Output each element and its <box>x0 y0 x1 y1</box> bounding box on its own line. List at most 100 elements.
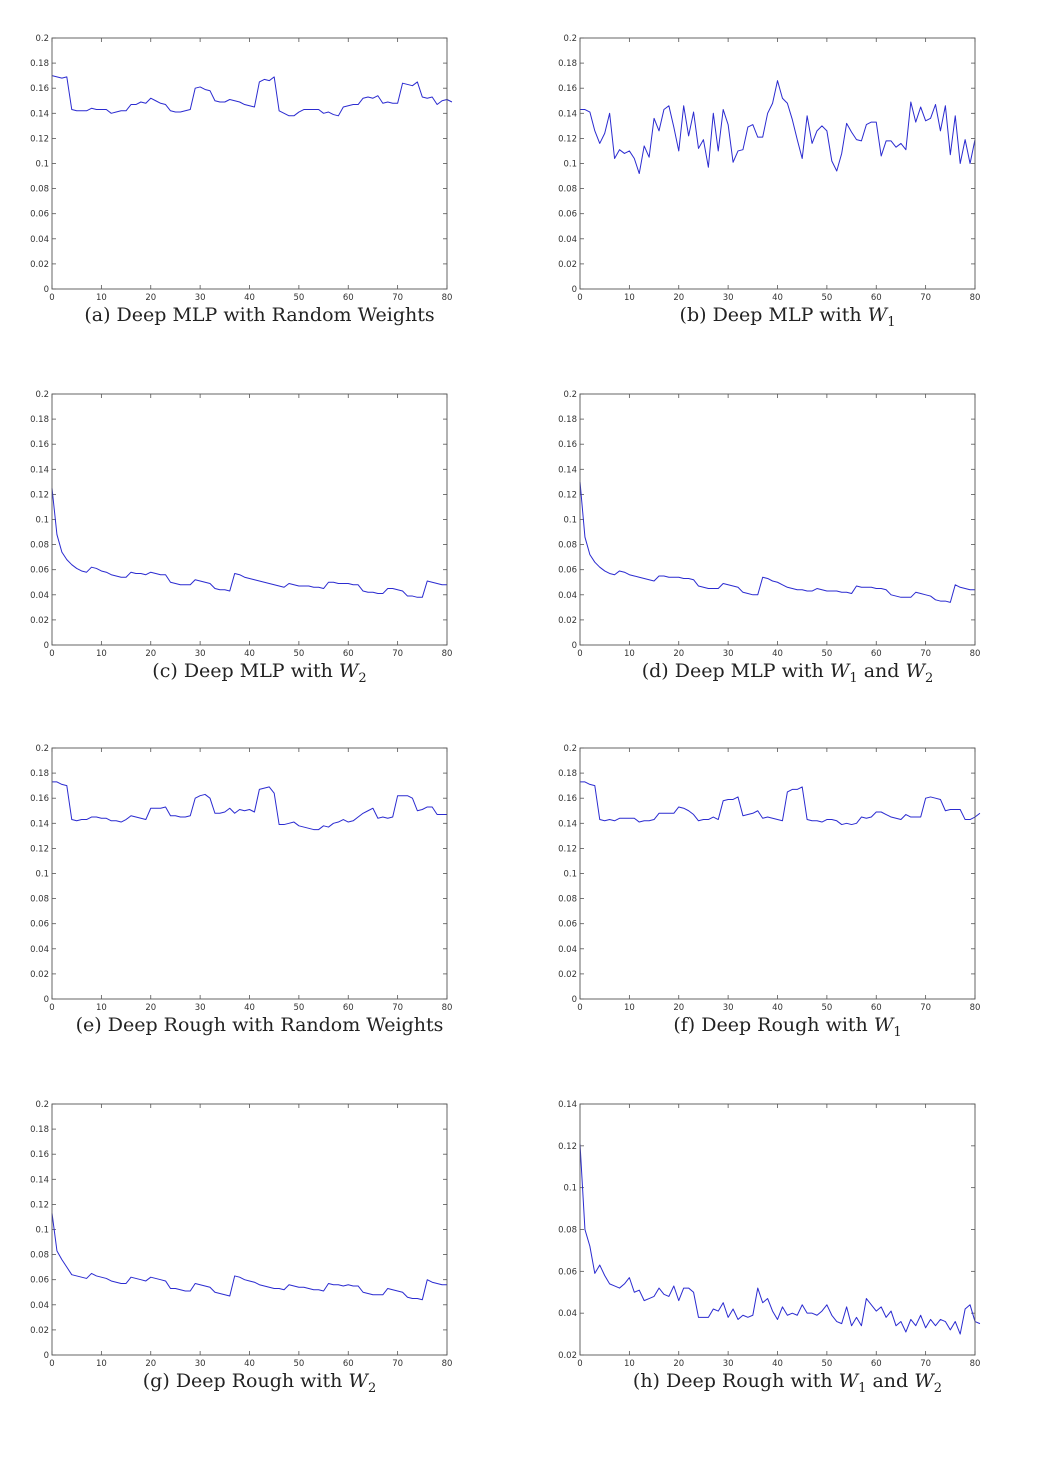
x-tick-label: 20 <box>673 1359 684 1369</box>
panel-caption: (b) Deep MLP with W1 <box>528 304 1039 330</box>
x-tick-label: 50 <box>821 293 832 303</box>
y-tick-label: 0.16 <box>30 440 49 450</box>
x-tick-label: 10 <box>624 649 635 659</box>
caption-symbol: W <box>838 1370 859 1392</box>
caption-text-2: and <box>872 1370 909 1392</box>
y-tick-label: 0 <box>44 285 49 295</box>
x-tick-label: 40 <box>772 649 783 659</box>
caption-symbol-2: W <box>914 1370 934 1392</box>
plot-frame <box>51 37 448 290</box>
x-tick-label: 30 <box>195 1003 206 1013</box>
y-tick-label: 0.2 <box>563 390 577 400</box>
caption-text: Deep Rough with <box>666 1370 833 1392</box>
panel-caption: (h) Deep Rough with W1 and W2 <box>528 1370 1039 1396</box>
y-tick-label: 0.04 <box>558 591 577 601</box>
y-tick-label: 0.04 <box>30 235 49 245</box>
y-tick-label: 0.18 <box>30 59 49 69</box>
x-tick-label: 20 <box>145 649 156 659</box>
x-tick-label: 10 <box>624 293 635 303</box>
y-tick-label: 0.06 <box>30 1276 49 1286</box>
x-tick-label: 60 <box>871 1359 882 1369</box>
y-tick-label: 0 <box>572 995 577 1005</box>
x-tick-label: 60 <box>343 293 354 303</box>
y-tick-label: 0.1 <box>563 1184 577 1194</box>
caption-subscript-2: 2 <box>925 670 934 686</box>
x-tick-label: 80 <box>970 293 981 303</box>
y-tick-label: 0 <box>44 995 49 1005</box>
panel-caption: (g) Deep Rough with W2 <box>0 1370 519 1396</box>
y-tick-label: 0.1 <box>35 870 49 880</box>
y-tick-label: 0.18 <box>558 769 577 779</box>
x-tick-label: 40 <box>772 1359 783 1369</box>
y-tick-label: 0.02 <box>558 1351 577 1361</box>
y-tick-label: 0.02 <box>30 616 49 626</box>
caption-subscript: 1 <box>858 1380 867 1396</box>
y-tick-label: 0.06 <box>30 566 49 576</box>
x-tick-label: 30 <box>195 649 206 659</box>
y-tick-label: 0.14 <box>30 109 49 119</box>
x-tick-label: 60 <box>343 1359 354 1369</box>
x-tick-label: 0 <box>49 649 54 659</box>
y-tick-label: 0.08 <box>30 1251 49 1261</box>
y-tick-label: 0.2 <box>563 34 577 44</box>
x-tick-label: 20 <box>145 1359 156 1369</box>
x-tick-label: 0 <box>577 649 582 659</box>
panel-b: 0 0.02 0.04 0.06 0.08 0.1 0.12 0.14 0.16 0.18 0.2 0… <box>520 0 1039 365</box>
panel-a: 0 0.02 0.04 0.06 0.08 0.1 0.12 0.14 0.16 0.18 0.2 0… <box>0 0 519 365</box>
caption-tag: (d) <box>641 660 669 682</box>
chart-svg: 0 0.02 0.04 0.06 0.08 0.1 0.12 0.14 0.16 0.18 0.2 0… <box>558 34 981 303</box>
x-tick-label: 70 <box>920 1003 931 1013</box>
y-tick-label: 0.12 <box>558 134 577 144</box>
y-tick-label: 0.18 <box>30 1125 49 1135</box>
y-tick-label: 0.18 <box>30 769 49 779</box>
x-tick-label: 10 <box>624 1359 635 1369</box>
caption-text: Deep Rough with <box>175 1370 343 1392</box>
caption-tag: (b) <box>679 304 707 326</box>
y-tick-label: 0.14 <box>30 1175 49 1185</box>
panel-c: 0 0.02 0.04 0.06 0.08 0.1 0.12 0.14 0.16 0.18 0.2 0… <box>0 356 519 721</box>
series-line <box>52 781 447 831</box>
x-tick-label: 20 <box>145 293 156 303</box>
x-tick-label: 50 <box>821 1359 832 1369</box>
y-tick-label: 0.12 <box>558 1142 577 1152</box>
y-tick-label: 0.12 <box>30 844 49 854</box>
x-tick-label: 50 <box>293 293 304 303</box>
x-tick-label: 40 <box>244 1359 255 1369</box>
y-tick-label: 0.04 <box>30 1301 49 1311</box>
x-tick-label: 80 <box>970 649 981 659</box>
y-tick-label: 0 <box>572 285 577 295</box>
x-tick-label: 0 <box>577 293 582 303</box>
x-tick-label: 20 <box>673 293 684 303</box>
caption-tag: (c) <box>152 660 178 682</box>
chart-svg: 0 0.02 0.04 0.06 0.08 0.1 0.12 0.14 0.16 0.18 0.2 0… <box>558 744 980 1013</box>
x-tick-label: 20 <box>673 649 684 659</box>
x-tick-label: 30 <box>723 293 734 303</box>
x-tick-label: 50 <box>293 1359 304 1369</box>
y-tick-label: 0.04 <box>558 1309 577 1319</box>
chart-svg: 0 0.02 0.04 0.06 0.08 0.1 0.12 0.14 0.16 0.18 0.2 0… <box>30 34 452 303</box>
panel-h: 0.02 0.04 0.06 0.08 0.1 0.12 0.14 0 10 20 30 40 50 60… <box>520 1066 1039 1431</box>
x-tick-label: 70 <box>392 293 403 303</box>
x-tick-label: 0 <box>49 293 54 303</box>
x-tick-label: 30 <box>723 1359 734 1369</box>
panel-d: 0 0.02 0.04 0.06 0.08 0.1 0.12 0.14 0.16 0.18 0.2 0… <box>520 356 1039 721</box>
caption-tag: (g) <box>142 1370 170 1392</box>
y-tick-label: 0.12 <box>30 490 49 500</box>
x-tick-label: 30 <box>195 293 206 303</box>
x-tick-label: 70 <box>920 649 931 659</box>
y-tick-label: 0.06 <box>558 566 577 576</box>
panel-caption: (e) Deep Rough with Random Weights <box>0 1014 519 1036</box>
caption-symbol-2: W <box>905 660 925 682</box>
x-tick-label: 70 <box>920 293 931 303</box>
caption-text: Deep Rough with Random Weights <box>107 1014 444 1036</box>
series-line <box>579 481 975 603</box>
y-tick-label: 0.08 <box>30 895 49 905</box>
chart-svg: 0 0.02 0.04 0.06 0.08 0.1 0.12 0.14 0.16 0.18 0.2 0… <box>558 390 981 659</box>
panel-caption: (d) Deep MLP with W1 and W2 <box>528 660 1039 686</box>
x-tick-label: 30 <box>723 649 734 659</box>
caption-text-2: and <box>863 660 900 682</box>
y-tick-label: 0.04 <box>558 945 577 955</box>
caption-text: Deep MLP with Random Weights <box>116 304 435 326</box>
y-tick-label: 0.2 <box>563 744 577 754</box>
series-line <box>51 1213 447 1301</box>
